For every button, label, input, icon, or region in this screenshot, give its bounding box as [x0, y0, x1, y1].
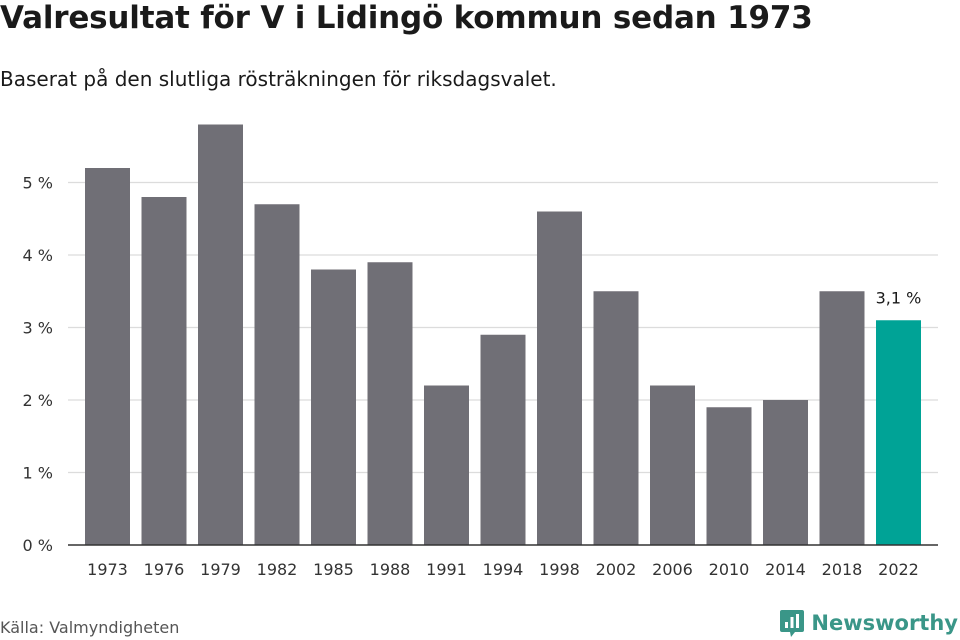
y-tick-label: 0 %: [23, 536, 53, 555]
bar-chart: 0 % 1 % 2 % 3 % 4 % 5 % 1973 1976 1979 1982 1985 19…: [23, 124, 938, 579]
bar-1976: [141, 197, 187, 545]
x-tick-label: 1979: [200, 560, 241, 579]
x-tick-label: 2006: [652, 560, 693, 579]
y-tick-label: 5 %: [23, 174, 53, 193]
brand-name: Newsworthy: [811, 611, 958, 635]
y-tick-label: 2 %: [23, 391, 53, 410]
bar-2018: [819, 291, 865, 545]
chart-title: Valresultat för V i Lidingö kommun sedan…: [0, 0, 813, 36]
x-tick-label: 1994: [483, 560, 524, 579]
y-tick-label: 3 %: [23, 319, 53, 338]
bar-2014: [763, 400, 808, 545]
bar-1982: [254, 204, 300, 545]
source-note: Källa: Valmyndigheten: [0, 618, 180, 637]
x-tick-label: 1985: [313, 560, 354, 579]
bar-2006: [650, 385, 695, 545]
bar-2022: [876, 320, 921, 545]
x-tick-label: 1991: [426, 560, 467, 579]
x-tick-label: 2010: [709, 560, 750, 579]
bar-chart-logo-icon: [780, 610, 805, 637]
y-tick-label: 4 %: [23, 246, 53, 265]
x-tick-label: 2014: [765, 560, 806, 579]
bar-2002: [593, 291, 639, 545]
x-tick-label: 1988: [370, 560, 411, 579]
x-tick-label: 1973: [87, 560, 128, 579]
x-tick-label: 2022: [878, 560, 919, 579]
x-tick-label: 1998: [539, 560, 580, 579]
chart-subtitle: Baserat på den slutliga rösträkningen fö…: [0, 67, 557, 91]
bar-1988: [367, 262, 413, 545]
bar-1998: [537, 211, 582, 545]
bar-1985: [311, 269, 356, 545]
y-tick-label: 1 %: [23, 464, 53, 483]
brand-logo: Newsworthy: [779, 608, 958, 638]
x-tick-label: 2002: [596, 560, 637, 579]
data-label: 3,1 %: [876, 288, 922, 307]
bar-1991: [424, 385, 469, 545]
x-tick-label: 1976: [144, 560, 185, 579]
bar-2010: [706, 407, 752, 545]
bar-1979: [198, 124, 243, 545]
bar-1973: [85, 168, 130, 545]
bar-1994: [480, 334, 526, 545]
x-tick-label: 1982: [257, 560, 298, 579]
x-tick-label: 2018: [822, 560, 863, 579]
